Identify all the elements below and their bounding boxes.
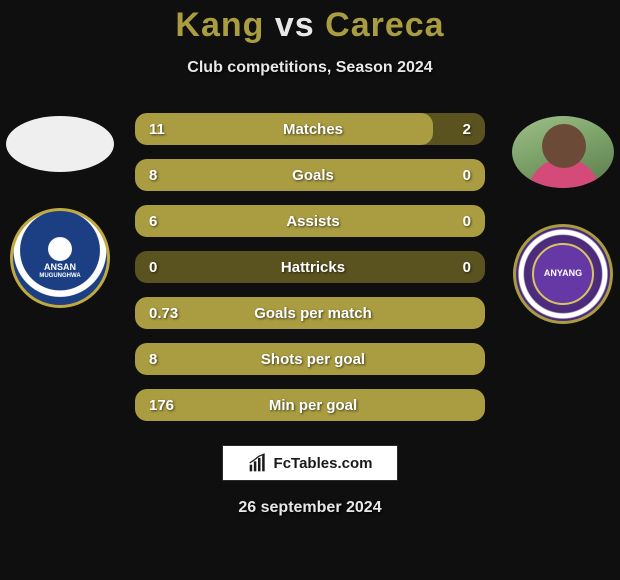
stats-table: 11Matches28Goals06Assists00Hattricks00.7… bbox=[135, 113, 485, 421]
stat-label: Min per goal bbox=[197, 397, 429, 414]
stat-row: 8Shots per goal bbox=[135, 343, 485, 375]
club-left-name: ANSAN bbox=[44, 263, 76, 273]
stat-label: Assists bbox=[197, 213, 429, 230]
club-left-sub: MUGUNGHWA bbox=[39, 273, 80, 280]
chart-icon bbox=[248, 453, 268, 473]
player1-name: Kang bbox=[175, 6, 264, 44]
right-column: ANYANG bbox=[512, 116, 614, 324]
footer-date: 26 september 2024 bbox=[8, 499, 612, 517]
stat-left-value: 0.73 bbox=[135, 305, 197, 322]
stat-right-value: 0 bbox=[429, 167, 485, 184]
brand-text: FcTables.com bbox=[274, 455, 373, 472]
stat-left-value: 6 bbox=[135, 213, 197, 230]
subtitle: Club competitions, Season 2024 bbox=[8, 59, 612, 77]
club-badge-right: ANYANG bbox=[513, 224, 613, 324]
stat-label: Shots per goal bbox=[197, 351, 429, 368]
stat-left-value: 176 bbox=[135, 397, 197, 414]
stat-row: 0.73Goals per match bbox=[135, 297, 485, 329]
stat-left-value: 0 bbox=[135, 259, 197, 276]
stat-row: 6Assists0 bbox=[135, 205, 485, 237]
brand-badge: FcTables.com bbox=[222, 445, 398, 481]
stat-row: 8Goals0 bbox=[135, 159, 485, 191]
stat-left-value: 11 bbox=[135, 121, 197, 138]
stat-row: 11Matches2 bbox=[135, 113, 485, 145]
club-right-name: ANYANG bbox=[532, 243, 594, 305]
stat-right-value: 0 bbox=[429, 213, 485, 230]
stat-label: Goals bbox=[197, 167, 429, 184]
page-title: Kang vs Careca bbox=[8, 6, 612, 45]
stat-right-value: 2 bbox=[429, 121, 485, 138]
left-column: ANSAN MUGUNGHWA bbox=[6, 116, 114, 308]
stat-right-value: 0 bbox=[429, 259, 485, 276]
player2-avatar bbox=[512, 116, 614, 188]
club-badge-left: ANSAN MUGUNGHWA bbox=[10, 208, 110, 308]
stat-label: Goals per match bbox=[197, 305, 429, 322]
stat-row: 0Hattricks0 bbox=[135, 251, 485, 283]
stat-left-value: 8 bbox=[135, 351, 197, 368]
stat-row: 176Min per goal bbox=[135, 389, 485, 421]
stat-label: Matches bbox=[197, 121, 429, 138]
vs-text: vs bbox=[275, 6, 315, 44]
player1-avatar bbox=[6, 116, 114, 172]
stat-label: Hattricks bbox=[197, 259, 429, 276]
ball-icon bbox=[48, 237, 72, 261]
stat-left-value: 8 bbox=[135, 167, 197, 184]
player2-name: Careca bbox=[325, 6, 444, 44]
